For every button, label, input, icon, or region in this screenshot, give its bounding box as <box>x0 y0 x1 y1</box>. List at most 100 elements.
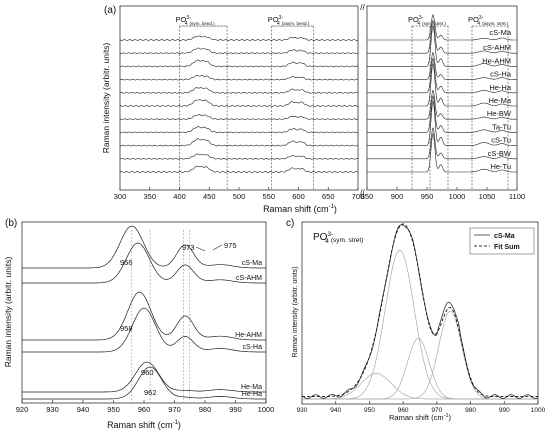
peak-annotation: 956 <box>120 258 133 267</box>
peak-annotation: 960 <box>141 368 154 377</box>
panel-a: (a) // // PO3-4(sym. bend.)PO3-4(asym. b… <box>101 3 525 214</box>
fit-component-3 <box>302 338 538 399</box>
panel-b-x-ticks: 920 930 940 950 960 970 980 990 1000 <box>16 400 275 414</box>
spectrum-he-bw-low <box>120 115 358 120</box>
panel-b-ylabel: Raman intensity (arbitr. units) <box>3 257 13 368</box>
panel-a-series-labels: cS-Ma cS-AHM He-AHM cS-Ha He-Ha He-Ma He-BW Ta-… <box>482 28 512 171</box>
x-tick-label: 950 <box>421 192 434 201</box>
x-tick-label: 940 <box>330 407 341 414</box>
spectrum-cs-ha-low <box>120 75 358 80</box>
peak-annotation: 973 <box>182 243 195 252</box>
panel-c: c) PO3-4(sym. stret) cS-Ma Fit Sum 930 94… <box>286 218 546 422</box>
series-label-he-ha: He-Ha <box>489 83 512 92</box>
panel-c-ylabel: Raman intensity (arbitr. units) <box>292 266 299 357</box>
series-label-cs-tu: cS-Tu <box>491 136 511 145</box>
peak-annotation: 975 <box>224 241 237 250</box>
x-tick-label: 900 <box>391 192 404 201</box>
series-label-cs-ha: cS-Ha <box>490 70 512 79</box>
series-label-he-ahm: He-AHM <box>482 56 511 65</box>
series-label-he-bw: He-BW <box>487 109 512 118</box>
spectrum-cs-bw-low <box>120 154 358 160</box>
panel-b-xlabel: Raman shift (cm-1) <box>107 420 181 430</box>
x-tick-label: 930 <box>46 405 59 414</box>
x-tick-label: 350 <box>143 192 156 201</box>
x-tick-label: 950 <box>107 405 120 414</box>
series-label-he-ha: He-Ha <box>242 391 262 398</box>
spectrum-he-ahm <box>22 292 266 340</box>
fit-component-2 <box>302 250 538 399</box>
panel-a-ylabel: Raman intensity (arbitr. units) <box>101 43 111 154</box>
legend-label-fit-sum: Fit Sum <box>494 244 520 251</box>
spectrum-he-ha-low <box>120 88 358 94</box>
panel-c-legend: cS-Ma Fit Sum <box>470 228 534 254</box>
x-tick-label: 850 <box>361 192 374 201</box>
x-tick-label: 990 <box>499 407 510 414</box>
series-label-cs-ma: cS-Ma <box>242 260 262 267</box>
panel-b-label: (b) <box>5 218 17 229</box>
panel-c-xlabel: Raman shift (cm-1) <box>389 413 452 422</box>
panel-c-title: PO3-4(sym. stret) <box>313 231 363 245</box>
x-tick-label: 450 <box>203 192 216 201</box>
x-tick-label: 970 <box>168 405 181 414</box>
axis-break-top: // <box>360 3 365 12</box>
spectrum-ta-tu-low <box>120 127 358 133</box>
x-tick-label: 1050 <box>479 192 496 201</box>
fit-component-4 <box>302 311 538 399</box>
series-label-he-tu: He-Tu <box>490 162 511 171</box>
peak-annotation: 962 <box>144 388 157 397</box>
x-tick-label: 1000 <box>258 405 275 414</box>
panel-a-frame-left <box>120 6 358 190</box>
spectrum-cs-ma-low <box>120 36 358 41</box>
spectrum-cs-tu-low <box>120 139 358 147</box>
x-tick-label: 500 <box>233 192 246 201</box>
x-tick-label: 920 <box>16 405 29 414</box>
panel-a-label: (a) <box>104 5 116 16</box>
panel-a-dashed-lines <box>180 26 509 190</box>
spectrum-he-ahm-low <box>120 60 358 67</box>
series-label-cs-ahm: cS-AHM <box>483 43 511 52</box>
region-label: PO3-4(sym. stret.) <box>408 15 446 27</box>
spectrum-cs-ha <box>22 308 266 352</box>
x-tick-label: 960 <box>138 405 151 414</box>
series-label-cs-bw: cS-BW <box>488 149 512 158</box>
annotation-arrow <box>213 245 222 250</box>
annotation-arrow <box>196 247 205 251</box>
series-label-he-ma: He-Ma <box>241 384 262 391</box>
x-tick-label: 600 <box>292 192 305 201</box>
x-tick-label: 940 <box>77 405 90 414</box>
panel-a-region-labels: PO3-4(sym. bend.) PO3-4(asym. bend.) PO3-4… <box>176 15 509 27</box>
x-tick-label: 1000 <box>531 407 546 414</box>
x-tick-label: 980 <box>465 407 476 414</box>
series-label-he-ma: He-Ma <box>488 96 511 105</box>
x-tick-label: 990 <box>229 405 242 414</box>
x-tick-label: 930 <box>297 407 308 414</box>
peak-annotation: 958 <box>120 324 133 333</box>
x-tick-label: 400 <box>173 192 186 201</box>
spectrum-he-tu-low <box>120 166 358 172</box>
x-tick-label: 650 <box>322 192 335 201</box>
panel-a-xlabel: Raman shift (cm-1) <box>263 204 337 214</box>
legend-label-cs-ma: cS-Ma <box>494 233 515 240</box>
region-label: PO3-4(asym. stret.) <box>468 15 509 27</box>
series-label-he-ahm: He-AHM <box>235 332 262 339</box>
series-label-cs-ma: cS-Ma <box>489 28 511 37</box>
region-label: PO3-4(sym. bend.) <box>176 15 216 27</box>
spectrum-cs-ahm-low <box>120 48 358 54</box>
series-label-ta-tu: Ta-Tu <box>492 122 511 131</box>
x-tick-label: 1100 <box>509 192 525 201</box>
x-tick-label: 980 <box>199 405 212 414</box>
region-label: PO3-4(asym. bend.) <box>268 15 310 27</box>
x-tick-label: 550 <box>262 192 275 201</box>
panel-c-label: c) <box>286 218 294 229</box>
x-tick-label: 950 <box>364 407 375 414</box>
spectrum-he-ma-low <box>120 100 358 107</box>
series-label-cs-ha: cS-Ha <box>243 344 263 351</box>
x-tick-label: 300 <box>114 192 127 201</box>
x-tick-label: 1000 <box>449 192 466 201</box>
series-label-cs-ahm: cS-AHM <box>236 275 262 282</box>
